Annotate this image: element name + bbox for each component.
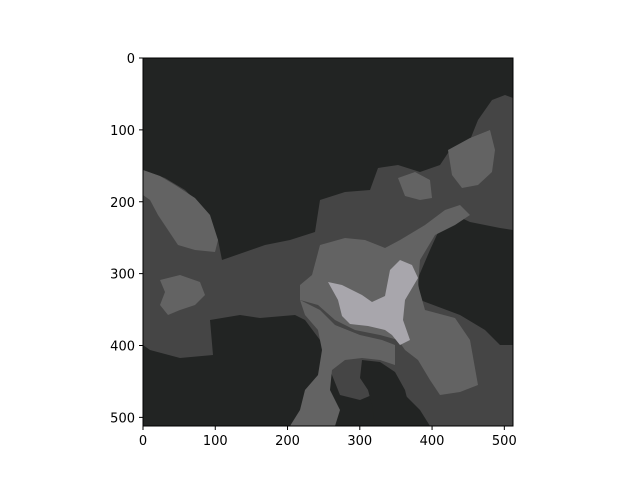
y-tick-label: 100 <box>110 124 135 139</box>
segmentation-image <box>142 57 514 427</box>
region-upper-right-gray <box>448 130 495 188</box>
x-tick-label: 400 <box>420 434 445 449</box>
y-tick-label: 200 <box>110 196 135 211</box>
x-tick-label: 0 <box>139 434 147 449</box>
region-highlight <box>328 260 418 345</box>
x-axis: 0 100 200 300 400 500 <box>139 426 517 449</box>
region-lower-dark-notch <box>360 360 410 426</box>
x-tick-label: 500 <box>492 434 517 449</box>
x-tick-label: 200 <box>275 434 300 449</box>
region-lower-gray <box>290 300 395 426</box>
y-axis: 0 100 200 300 400 500 <box>110 52 143 426</box>
y-tick-label: 300 <box>110 268 135 283</box>
region-left-gray <box>143 170 218 252</box>
y-tick-label: 0 <box>127 52 135 67</box>
plot-frame <box>142 57 514 427</box>
y-tick-label: 400 <box>110 340 135 355</box>
y-tick-label: 500 <box>110 411 135 426</box>
x-tick-label: 100 <box>203 434 228 449</box>
region-center-top-gray <box>398 172 432 200</box>
x-tick-label: 300 <box>347 434 372 449</box>
region-left-lower-gray <box>160 275 205 315</box>
